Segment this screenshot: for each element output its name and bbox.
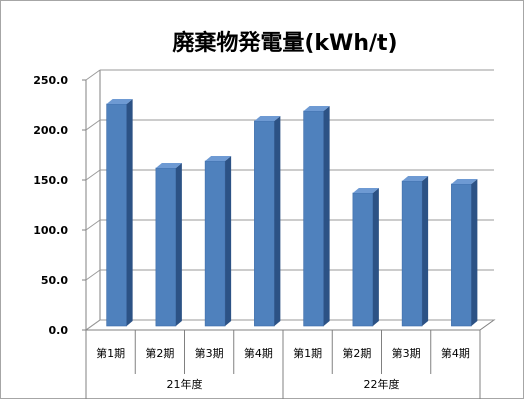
gridline: [85, 119, 494, 131]
bar-front: [303, 110, 324, 327]
x-tick-label: 第4期: [441, 346, 470, 360]
gridline-diagonal: [85, 269, 101, 281]
gridline-diagonal: [85, 119, 101, 131]
y-axis-ticks: 0.0 50.0 100.0 150.0 200.0 250.0: [33, 74, 86, 337]
bar: [401, 176, 429, 327]
bar-top: [155, 163, 182, 168]
bar-front: [254, 120, 275, 327]
gridline-diagonal: [85, 219, 101, 231]
bar-front: [204, 160, 226, 327]
gridline-diagonal: [85, 69, 101, 81]
y-tick-label: 150.0: [33, 174, 68, 187]
y-tick-label: 200.0: [33, 124, 68, 137]
bar: [155, 163, 182, 327]
bar-top: [303, 106, 330, 111]
bar: [303, 106, 330, 327]
bar: [254, 116, 281, 327]
bar-top: [402, 176, 429, 181]
bar-side: [126, 99, 133, 326]
bar-side: [422, 176, 429, 326]
bar-side: [225, 156, 232, 326]
x-tick-label: 第1期: [96, 346, 125, 360]
bar: [204, 156, 232, 327]
bar-top: [451, 179, 478, 184]
bar: [106, 99, 133, 327]
y-tick-label: 250.0: [33, 74, 68, 87]
bar-front: [401, 180, 423, 327]
bar: [451, 179, 478, 327]
x-tick-label: 第3期: [392, 346, 421, 360]
bar-front: [106, 103, 127, 327]
x-group-label: 22年度: [364, 377, 400, 391]
x-tick-label: 第2期: [342, 346, 371, 360]
bar-front: [451, 183, 472, 327]
x-axis-table: 第1期 第2期 第3期 第4期 第1期 第2期 第3期 第4期 21年度 22年度: [85, 329, 481, 399]
gridline: [85, 69, 494, 81]
chart-floor: [84, 319, 496, 331]
bar-top: [352, 188, 379, 193]
y-tick-label: 0.0: [49, 324, 69, 337]
bar-series: [106, 99, 478, 327]
x-tick-label: 第2期: [145, 346, 174, 360]
bar-side: [471, 179, 478, 326]
chart-back-wall: [85, 70, 101, 330]
chart-title: 廃棄物発電量(kWh/t): [172, 30, 397, 56]
bar-side: [175, 163, 182, 326]
y-tick-label: 50.0: [41, 274, 68, 287]
gridline-diagonal: [85, 169, 101, 181]
x-tick-label: 第1期: [293, 346, 322, 360]
bar-front: [155, 167, 177, 327]
bar-top: [205, 156, 232, 161]
gridline-diagonal: [85, 319, 101, 331]
bar-top: [254, 116, 281, 121]
y-tick-label: 100.0: [33, 224, 68, 237]
bar-front: [352, 192, 374, 327]
x-group-label: 21年度: [167, 377, 203, 391]
bar-side: [372, 188, 379, 326]
bar-side: [274, 116, 281, 326]
bar-top: [106, 99, 133, 104]
floor-plane: [84, 319, 496, 331]
bar-side: [323, 106, 330, 326]
x-tick-label: 第4期: [244, 346, 273, 360]
bar: [352, 188, 379, 327]
x-tick-label: 第3期: [195, 346, 224, 360]
